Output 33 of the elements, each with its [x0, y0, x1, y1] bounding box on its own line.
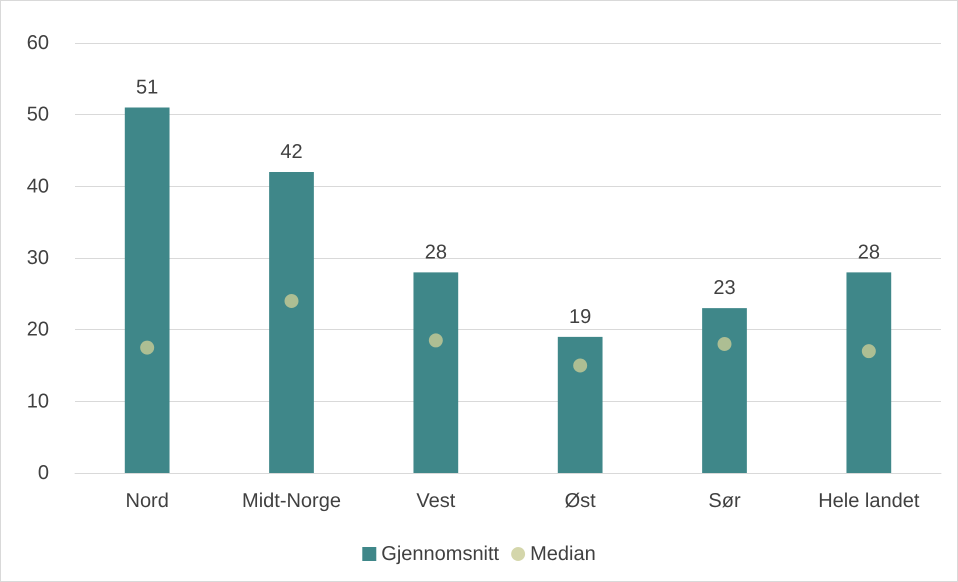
- point: [140, 340, 154, 355]
- y-tick-label: 0: [38, 462, 49, 484]
- x-tick-label: Nord: [125, 490, 169, 512]
- bar: [413, 272, 458, 473]
- point: [284, 294, 298, 308]
- x-tick-label: Sør: [708, 490, 741, 512]
- point: [718, 337, 732, 351]
- data-label: 19: [569, 306, 592, 328]
- x-tick-label: Vest: [416, 490, 456, 512]
- y-tick-label: 60: [26, 32, 49, 54]
- y-tick-label: 40: [26, 175, 49, 198]
- bar: [558, 336, 603, 473]
- data-label: 28: [424, 241, 447, 264]
- x-tick-label: Midt-Norge: [242, 490, 341, 512]
- bar: [846, 272, 892, 473]
- y-tick-label: 50: [26, 104, 49, 126]
- legend-label: Median: [530, 543, 596, 565]
- y-tick-label: 30: [26, 247, 49, 269]
- bar: [269, 172, 314, 473]
- data-label: 51: [136, 76, 158, 98]
- bar: [702, 308, 747, 473]
- point: [573, 358, 588, 372]
- x-tick-label: Hele landet: [818, 490, 920, 512]
- data-label: 28: [858, 241, 880, 264]
- y-tick-label: 20: [26, 318, 49, 341]
- y-tick-label: 10: [26, 390, 49, 412]
- data-label: 23: [713, 277, 736, 300]
- legend-label: Gjennomsnitt: [381, 543, 500, 565]
- point: [428, 333, 443, 348]
- point: [862, 344, 876, 358]
- data-label: 42: [280, 141, 303, 163]
- x-tick-label: Øst: [564, 490, 596, 512]
- bar: [124, 108, 170, 473]
